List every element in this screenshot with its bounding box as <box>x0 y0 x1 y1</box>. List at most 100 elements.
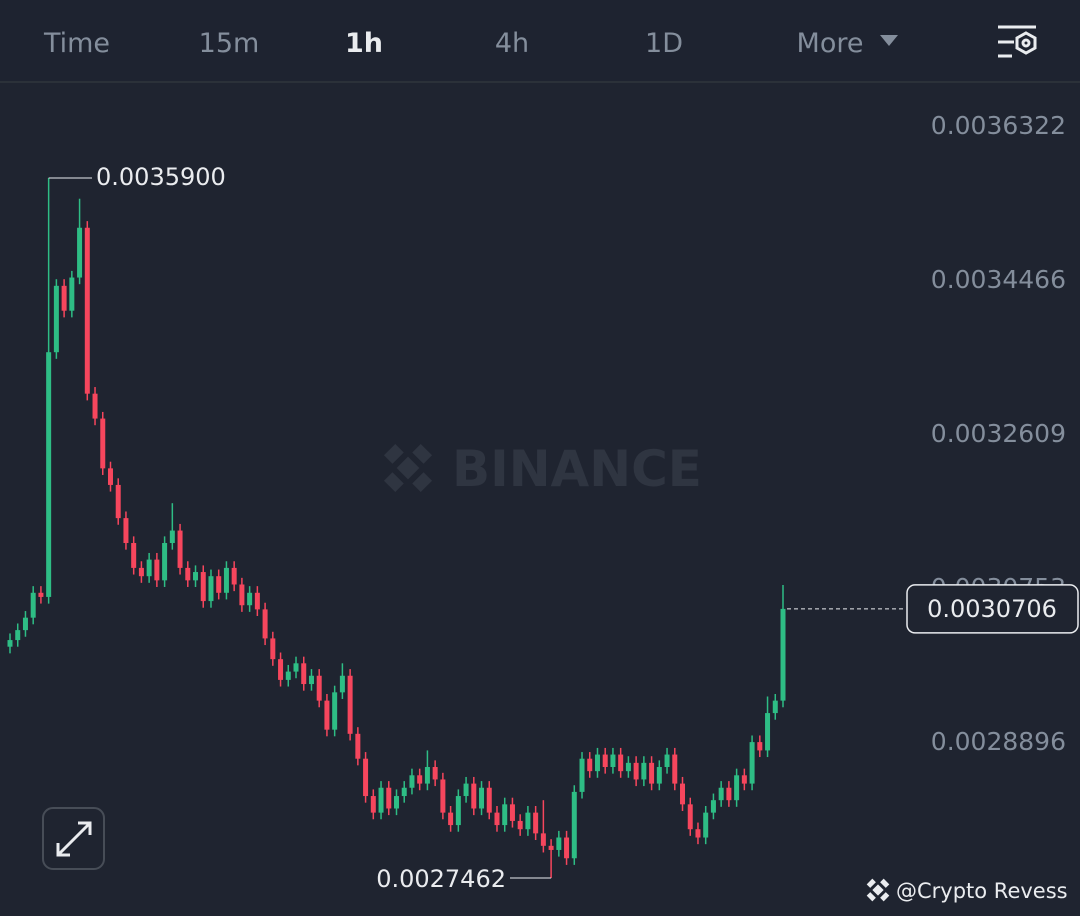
candle-body <box>216 576 222 593</box>
timeframe-tab[interactable]: 1D <box>645 28 683 59</box>
timeframe-tab[interactable]: More <box>797 28 864 59</box>
candle-body <box>355 733 361 759</box>
candle-body <box>208 576 214 602</box>
candle-body <box>138 567 144 577</box>
candle-body <box>77 227 83 278</box>
candle-body <box>46 352 52 597</box>
candle-body <box>672 754 678 784</box>
toolbar <box>0 0 1080 82</box>
plot: 0.00363220.00344660.00326090.00307530.00… <box>7 111 1079 893</box>
candle-body <box>30 592 36 618</box>
candle-body <box>316 675 322 701</box>
candle-body <box>308 675 314 685</box>
candle-body <box>664 754 670 768</box>
max-label: 0.0035900 <box>96 163 226 191</box>
candle-body <box>703 812 709 838</box>
candle-body <box>486 787 492 813</box>
brand-watermark-text: BINANCE <box>452 440 702 498</box>
candle-body <box>347 675 353 734</box>
y-tick-label: 0.0034466 <box>931 265 1066 294</box>
candle-body <box>525 812 531 830</box>
candle-body <box>409 775 415 788</box>
candle-body <box>53 285 59 353</box>
candle-body <box>378 787 384 813</box>
candle-body <box>440 779 446 813</box>
candle-body <box>424 767 430 784</box>
candle-body <box>131 543 137 568</box>
candle-body <box>92 393 98 419</box>
candle-body <box>765 713 771 751</box>
candle-body <box>200 572 206 602</box>
candle-body <box>339 675 345 693</box>
candle-body <box>749 742 755 784</box>
candle-body <box>772 700 778 714</box>
candle-body <box>38 592 44 597</box>
candle-body <box>564 837 570 859</box>
candle-body <box>223 567 229 593</box>
candle-body <box>324 700 330 730</box>
candle-body <box>680 783 686 805</box>
last-price-box <box>906 584 1079 634</box>
candle-body <box>618 754 624 772</box>
candle-body <box>741 775 747 784</box>
user-watermark: @Crypto Revess <box>896 879 1068 903</box>
candle-body <box>734 775 740 801</box>
candle-body <box>587 758 593 772</box>
candle-body <box>401 787 407 797</box>
candle-body <box>254 592 260 610</box>
candle-body <box>718 787 724 801</box>
candle-body <box>69 277 75 311</box>
candle-body <box>247 592 253 606</box>
candle-body <box>239 584 245 606</box>
min-label: 0.0027462 <box>376 865 506 893</box>
candle-body <box>15 630 21 641</box>
timeframe-tab[interactable]: Time <box>43 28 110 59</box>
candle-body <box>625 762 631 772</box>
candle-body <box>594 754 600 772</box>
candle-body <box>548 845 554 850</box>
candle-body <box>386 787 392 809</box>
candle-body <box>177 530 183 568</box>
settings-icon[interactable] <box>998 25 1037 58</box>
timeframe-tab[interactable]: 15m <box>199 28 260 59</box>
candle-body <box>107 468 113 485</box>
expand-icon[interactable] <box>56 821 92 857</box>
more-caret[interactable] <box>880 35 898 46</box>
candle-body <box>394 796 399 809</box>
timeframe-tab[interactable]: 4h <box>495 28 529 59</box>
candle-body <box>61 285 67 311</box>
y-tick-label: 0.0036322 <box>931 111 1066 140</box>
candle-body <box>579 758 585 792</box>
candle-body <box>169 530 175 544</box>
candle-body <box>509 804 515 821</box>
candle-body <box>687 804 693 830</box>
candle-body <box>278 659 284 680</box>
candle-body <box>231 567 237 585</box>
candle-body <box>22 617 28 631</box>
candle-body <box>726 787 732 801</box>
candle-body <box>695 829 701 838</box>
timeframe-tabs: Time 15m 1h 4h 1D More <box>43 28 864 59</box>
candle-body <box>471 783 477 809</box>
y-tick-label: 0.0032609 <box>931 419 1066 448</box>
candle-body <box>455 796 461 826</box>
candle-body <box>84 227 90 394</box>
candle-body <box>479 787 485 809</box>
candle-body <box>7 640 13 647</box>
candle-body <box>193 572 199 581</box>
candle-body <box>154 559 160 581</box>
candle-body <box>641 762 647 780</box>
timeframe-tab[interactable]: 1h <box>345 28 383 59</box>
candle-body <box>301 663 307 685</box>
candle-body <box>285 671 291 680</box>
candle-body <box>502 804 508 826</box>
candle-body <box>780 608 786 701</box>
candle-body <box>610 754 616 768</box>
last-price-label: 0.0030706 <box>927 595 1057 623</box>
candle-body <box>262 609 268 639</box>
candle-body <box>363 758 369 797</box>
candle-body <box>162 543 168 581</box>
candle-body <box>332 692 338 730</box>
candle-body <box>432 767 438 780</box>
